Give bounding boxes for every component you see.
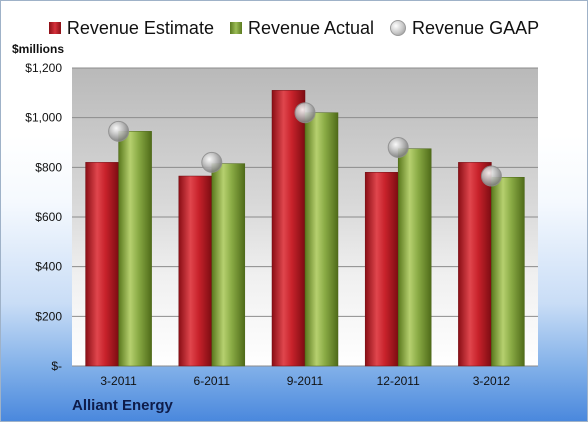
legend-swatch-gaap [390, 20, 407, 36]
marker-revenue-gaap [108, 120, 130, 142]
legend-item-gaap: Revenue GAAP [390, 18, 539, 39]
marker-revenue-gaap [294, 102, 316, 124]
bar-revenue-actual [491, 177, 525, 367]
company-name: Alliant Energy [72, 397, 173, 414]
x-tick-label: 12-2011 [377, 374, 420, 388]
marker-revenue-gaap [201, 151, 223, 173]
bar-revenue-actual [211, 163, 246, 367]
marker-revenue-gaap [480, 165, 502, 187]
bar-revenue-estimate [458, 162, 492, 367]
x-tick-label: 9-2011 [287, 374, 324, 388]
bar-revenue-actual [304, 112, 339, 367]
y-tick-label: $1,000 [25, 111, 62, 125]
y-tick-label: $600 [35, 210, 62, 224]
legend-swatch-actual [229, 22, 242, 34]
marker-revenue-gaap [387, 136, 409, 158]
bar-revenue-estimate [364, 172, 399, 367]
bar-revenue-actual [397, 148, 432, 367]
legend-label-actual: Revenue Actual [247, 17, 375, 38]
x-tick-label: 3-2012 [473, 374, 511, 388]
y-tick-label: $1,200 [25, 61, 62, 75]
bar-revenue-estimate [178, 175, 213, 367]
y-tick-label: $400 [35, 260, 62, 274]
legend-label-gaap: Revenue GAAP [412, 17, 540, 38]
y-tick-label: $200 [35, 309, 62, 323]
x-tick-label: 6-2011 [194, 374, 231, 388]
legend-label-estimate: Revenue Estimate [66, 17, 214, 38]
legend-item-estimate: Revenue Estimate [48, 17, 214, 39]
legend: Revenue Estimate Revenue Actual Revenue … [0, 16, 588, 40]
legend-item-actual: Revenue Actual [229, 17, 375, 39]
bar-revenue-estimate [271, 90, 306, 367]
y-axis-unit-label: $millions [12, 42, 65, 56]
legend-swatch-estimate [48, 22, 61, 34]
y-tick-label: $- [51, 359, 62, 373]
y-tick-label: $800 [35, 160, 62, 174]
x-tick-label: 3-2011 [100, 374, 137, 388]
bar-revenue-actual [118, 131, 152, 367]
bar-revenue-estimate [85, 162, 119, 367]
